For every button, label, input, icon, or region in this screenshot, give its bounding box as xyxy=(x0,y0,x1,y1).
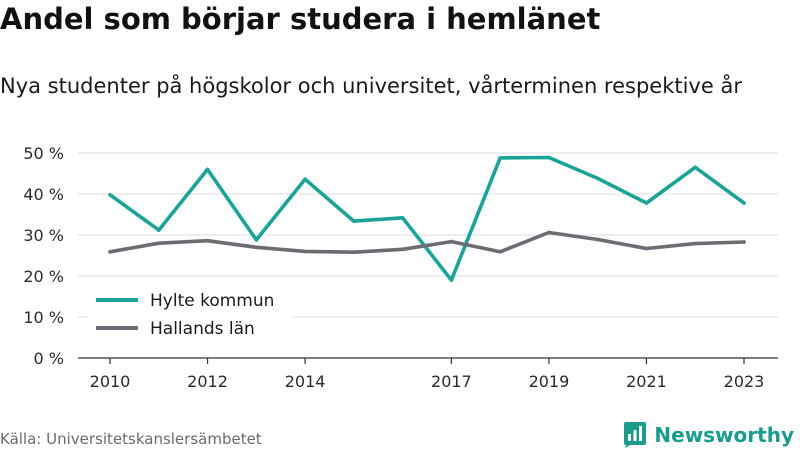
axes: 0 % 10 % 20 % 30 % 40 % 50 % 2010 2012 2014 2017 2… xyxy=(23,144,778,391)
x-tick-label: 2021 xyxy=(626,372,667,391)
x-tick-label: 2019 xyxy=(529,372,570,391)
y-tick-label: 40 % xyxy=(23,185,64,204)
data-point xyxy=(498,156,502,160)
y-tick-label: 10 % xyxy=(23,308,64,327)
data-point xyxy=(742,240,746,244)
data-point xyxy=(693,241,698,246)
data-point xyxy=(205,238,210,243)
data-point xyxy=(254,245,259,250)
series-lines xyxy=(108,155,746,282)
series-line-1 xyxy=(108,230,746,254)
y-tick-label: 0 % xyxy=(34,349,64,368)
legend: Hylte kommun Hallands län xyxy=(88,284,292,346)
chart-title: Andel som börjar studera i hemlänet xyxy=(0,2,601,36)
data-point xyxy=(547,155,551,160)
legend-background xyxy=(88,284,292,346)
data-point xyxy=(742,201,746,205)
data-point xyxy=(254,238,259,242)
brand-name: Newsworthy xyxy=(654,423,794,447)
data-point xyxy=(644,246,649,251)
data-point xyxy=(108,193,112,197)
data-point xyxy=(449,278,454,282)
y-tick-label: 20 % xyxy=(23,267,64,286)
legend-label: Hylte kommun xyxy=(150,291,274,311)
data-point xyxy=(547,230,551,235)
data-point xyxy=(108,250,112,254)
source-note: Källa: Universitetskanslersämbetet xyxy=(0,430,262,448)
chart-subtitle: Nya studenter på högskolor och universit… xyxy=(0,74,742,98)
y-tick-label: 50 % xyxy=(23,144,64,163)
legend-label: Hallands län xyxy=(150,319,255,339)
line-chart: 0 % 10 % 20 % 30 % 40 % 50 % 2010 2012 2014 2017 2… xyxy=(23,144,778,391)
data-point xyxy=(205,167,210,172)
data-point xyxy=(400,215,405,220)
data-point xyxy=(352,250,356,255)
data-point xyxy=(400,247,405,252)
bar-chart-badge-icon xyxy=(624,422,647,448)
data-point xyxy=(644,201,649,205)
x-tick-label: 2010 xyxy=(90,372,131,391)
data-point xyxy=(595,237,600,242)
x-tick-label: 2017 xyxy=(431,372,472,391)
brand-logo: Newsworthy xyxy=(622,420,794,450)
x-tick-label: 2023 xyxy=(724,372,765,391)
data-point xyxy=(156,228,161,232)
data-point xyxy=(352,219,356,223)
data-point xyxy=(156,241,161,245)
data-point xyxy=(693,165,698,170)
data-point xyxy=(449,239,454,244)
data-point xyxy=(595,176,600,181)
series-line-0 xyxy=(108,155,746,282)
data-point xyxy=(303,177,307,182)
x-tick-label: 2014 xyxy=(285,372,326,391)
data-point xyxy=(498,250,502,254)
x-tick-label: 2012 xyxy=(187,372,228,391)
y-tick-label: 30 % xyxy=(23,226,64,245)
data-point xyxy=(303,249,307,254)
